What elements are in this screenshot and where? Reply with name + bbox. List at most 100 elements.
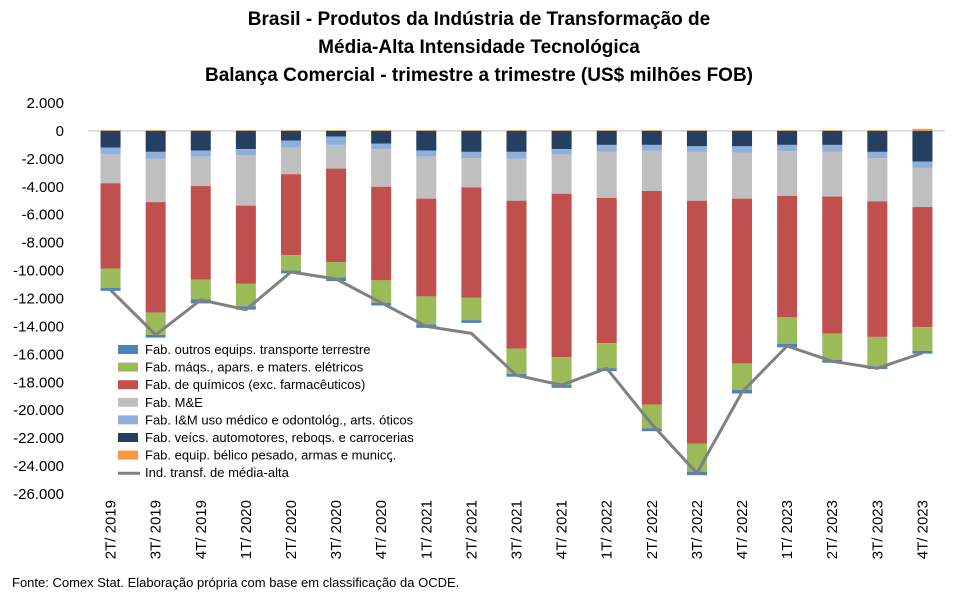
bar-segment <box>190 150 211 157</box>
bar-segment <box>461 158 482 188</box>
x-category-label: 4T/ 2019 <box>193 500 210 559</box>
y-tick-label: -26.000 <box>13 486 64 503</box>
bar-segment <box>777 144 798 152</box>
bar-segment <box>235 130 256 131</box>
bar-segment <box>280 255 301 271</box>
bar-segment <box>416 198 437 297</box>
bar-segment <box>732 130 753 131</box>
x-category-label: 3T/ 2020 <box>328 500 345 559</box>
bar-segment <box>461 187 482 298</box>
y-tick-label: -2.000 <box>21 151 64 168</box>
bar-segment <box>732 146 753 153</box>
bar-segment <box>596 130 617 145</box>
bar-segment <box>280 140 301 148</box>
x-category-label: 4T/ 2021 <box>554 500 571 559</box>
legend-label: Fab. de químicos (exc. farmacêuticos) <box>145 377 365 392</box>
bar-segment <box>190 130 211 151</box>
bar-segment <box>686 146 707 152</box>
bar-segment <box>732 152 753 199</box>
bar-segment <box>641 404 662 429</box>
bar-segment <box>326 168 347 263</box>
bar-segment <box>641 428 662 432</box>
bar-segment <box>641 130 662 145</box>
x-category-label: 2T/ 2021 <box>463 500 480 559</box>
bar-segment <box>641 190 662 405</box>
bar-segment <box>777 195 798 318</box>
bar-segment <box>867 158 888 202</box>
bar-segment <box>145 158 166 203</box>
bar-segment <box>686 130 707 147</box>
y-tick-label: -22.000 <box>13 430 64 447</box>
bar-segment <box>686 200 707 444</box>
bar-segment <box>190 186 211 280</box>
bar-segment <box>732 130 753 147</box>
chart-title: Brasil - Produtos da Indústria de Transf… <box>0 6 958 90</box>
legend-label: Fab. I&M uso médico e odontológ., arts. … <box>145 412 414 427</box>
bar-segment <box>371 149 392 187</box>
y-tick-label: -18.000 <box>13 374 64 391</box>
bar-segment <box>371 280 392 303</box>
bar-segment <box>190 279 211 300</box>
bar-segment <box>190 156 211 187</box>
bar-segment <box>280 130 301 131</box>
bar-segment <box>235 283 256 307</box>
bar-segment <box>371 130 392 131</box>
title-line-1: Brasil - Produtos da Indústria de Transf… <box>247 9 711 30</box>
bar-segment <box>235 155 256 206</box>
bar-segment <box>100 130 121 131</box>
source-note: Fonte: Comex Stat. Elaboração própria co… <box>12 575 460 590</box>
legend-label: Fab. veícs. automotores, reboqs. e carro… <box>145 430 414 445</box>
legend-swatch <box>118 450 138 460</box>
bar-segment <box>641 144 662 151</box>
bar-segment <box>326 262 347 278</box>
bar-segment <box>551 130 572 131</box>
bar-segment <box>596 144 617 152</box>
line-series-ind-transf <box>109 270 923 475</box>
bar-segment <box>100 130 121 148</box>
y-tick-label: -24.000 <box>13 458 64 475</box>
bar-segment <box>641 150 662 191</box>
x-category-label: 4T/ 2020 <box>373 500 390 559</box>
bar-segment <box>551 154 572 194</box>
legend-swatch <box>118 415 138 425</box>
bar-segment <box>822 151 843 197</box>
legend-label: Fab. máqs., apars. e maters. elétricos <box>145 360 364 375</box>
bar-segment <box>506 130 527 152</box>
title-line-3: Balança Comercial - trimestre a trimestr… <box>204 65 754 86</box>
bar-segment <box>506 158 527 201</box>
bar-segment <box>912 167 933 208</box>
bar-segment <box>280 147 301 175</box>
bar-segment <box>867 151 888 159</box>
bar-segment <box>326 136 347 145</box>
bar-segment <box>912 130 933 162</box>
bar-segment <box>777 130 798 131</box>
bar-segment <box>235 149 256 156</box>
bar-segment <box>326 130 347 131</box>
bar-segment <box>100 288 121 291</box>
legend-swatch <box>118 397 138 407</box>
y-tick-label: -20.000 <box>13 402 64 419</box>
x-category-label: 1T/ 2021 <box>418 500 435 559</box>
bar-segment <box>822 130 843 131</box>
bar-segment <box>461 320 482 323</box>
bar-segment <box>867 130 888 152</box>
bar-segment <box>596 197 617 344</box>
bar-segment <box>506 200 527 349</box>
x-category-label: 3T/ 2019 <box>148 500 165 559</box>
bar-segment <box>596 343 617 369</box>
bar-segment <box>100 268 121 289</box>
x-category-label: 1T/ 2020 <box>238 500 255 559</box>
bar-segment <box>912 350 933 354</box>
x-category-label: 2T/ 2023 <box>824 500 841 559</box>
bar-segment <box>867 130 888 131</box>
bar-segment <box>326 130 347 137</box>
bar-segment <box>551 149 572 155</box>
y-tick-label: -6.000 <box>21 207 64 224</box>
bar-segment <box>912 327 933 351</box>
x-category-label: 4T/ 2023 <box>914 500 931 559</box>
legend-label: Fab. M&E <box>145 395 203 410</box>
y-tick-label: -8.000 <box>21 235 64 252</box>
bar-segment <box>145 312 166 335</box>
bar-segment <box>145 130 166 152</box>
x-category-label: 3T/ 2021 <box>509 500 526 559</box>
